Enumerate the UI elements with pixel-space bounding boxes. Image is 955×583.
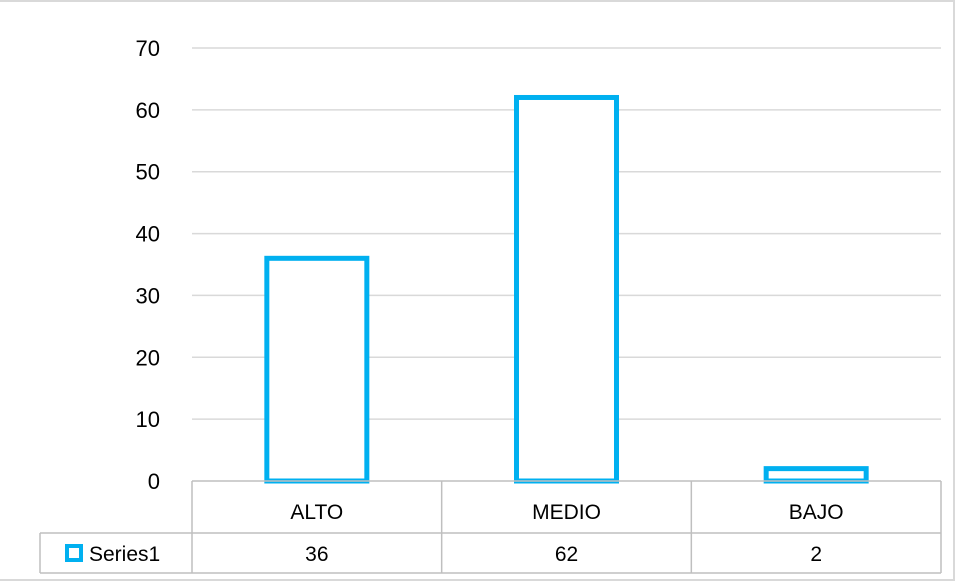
data-table: ALTO MEDIO BAJO Series1 36 62 2 bbox=[39, 480, 942, 574]
x-tick-label: BAJO bbox=[789, 501, 844, 524]
bar bbox=[264, 255, 370, 484]
y-tick-label: 60 bbox=[136, 98, 160, 123]
bar bbox=[514, 94, 619, 484]
legend-key bbox=[65, 544, 83, 562]
legend-series-name: Series1 bbox=[89, 543, 160, 566]
x-tick-label: MEDIO bbox=[532, 501, 601, 524]
bars bbox=[264, 94, 869, 484]
data-label: 62 bbox=[555, 543, 578, 566]
bar bbox=[763, 466, 869, 484]
x-tick-label: ALTO bbox=[290, 501, 343, 524]
y-tick-label: 10 bbox=[136, 407, 160, 432]
y-tick-label: 0 bbox=[148, 469, 160, 494]
data-label: 2 bbox=[810, 543, 822, 566]
y-tick-label: 50 bbox=[136, 160, 160, 185]
y-axis-tick-labels: 0 10 20 30 40 50 60 70 bbox=[136, 36, 160, 494]
y-tick-label: 70 bbox=[136, 36, 160, 61]
y-tick-label: 30 bbox=[136, 283, 160, 308]
y-tick-label: 20 bbox=[136, 345, 160, 370]
y-tick-label: 40 bbox=[136, 222, 160, 247]
data-label: 36 bbox=[305, 543, 328, 566]
